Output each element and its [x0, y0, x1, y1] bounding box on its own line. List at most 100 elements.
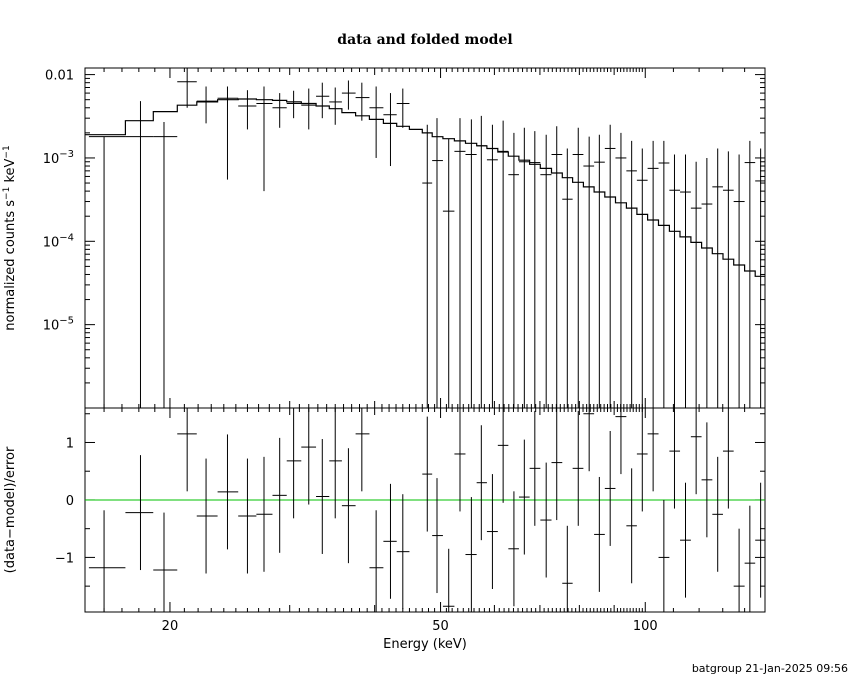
residual-point	[465, 497, 477, 612]
data-points	[88, 68, 765, 408]
data-point	[712, 148, 723, 408]
residual-point	[341, 448, 356, 564]
residual-point	[615, 408, 627, 475]
residual-point	[647, 408, 659, 492]
data-point	[329, 87, 342, 125]
residual-point	[383, 483, 397, 599]
residual-point	[669, 408, 681, 509]
residual-point	[540, 462, 552, 578]
residual-point	[476, 425, 487, 541]
residual-point	[217, 434, 239, 550]
data-point	[722, 151, 734, 408]
residual-point	[301, 408, 317, 505]
data-point	[316, 82, 330, 119]
y-tick-label: 1	[66, 436, 74, 451]
residual-point	[432, 478, 443, 594]
data-point	[256, 86, 273, 192]
data-point	[432, 118, 443, 408]
data-point	[551, 126, 563, 408]
residual-point	[583, 408, 595, 472]
data-point	[422, 124, 433, 408]
model-curve	[85, 98, 765, 277]
residual-point	[701, 422, 713, 538]
residual-point	[369, 510, 384, 612]
data-point	[301, 88, 317, 130]
data-point	[153, 121, 178, 408]
top-y-axis-label: normalized counts s−1 keV−1	[2, 145, 18, 330]
data-point	[442, 138, 455, 408]
data-point	[369, 86, 384, 158]
data-point	[755, 148, 765, 408]
y-tick-label: 0	[66, 494, 74, 509]
residual-point	[486, 474, 498, 590]
y-tick-label: −1	[55, 551, 74, 566]
chart-title: data and folded model	[337, 32, 512, 48]
residual-point	[562, 525, 573, 612]
residual-point	[604, 430, 616, 546]
residual-point	[712, 456, 723, 572]
data-point	[196, 86, 218, 124]
axis-ticks	[84, 68, 766, 612]
residual-point	[196, 458, 218, 574]
residual-point	[551, 408, 563, 521]
x-axis-label: Energy (keV)	[383, 637, 467, 652]
data-point	[658, 140, 670, 408]
data-point	[615, 132, 627, 408]
residual-point	[396, 494, 410, 610]
data-point	[562, 148, 573, 408]
data-point	[604, 124, 616, 408]
residual-point	[572, 410, 584, 526]
residual-point	[690, 408, 702, 495]
data-point	[454, 118, 466, 408]
x-tick-label: 100	[633, 619, 658, 634]
residual-point	[744, 505, 756, 612]
residual-point	[238, 458, 257, 574]
data-point	[341, 80, 356, 110]
data-point	[701, 157, 713, 408]
data-point	[272, 93, 287, 128]
x-tick-label: 20	[162, 619, 179, 634]
data-point	[572, 127, 584, 408]
data-point	[125, 101, 154, 408]
residual-point	[153, 512, 178, 612]
top-panel-frame	[84, 67, 766, 409]
data-point	[286, 90, 302, 119]
residual-point	[177, 408, 197, 492]
residual-point	[508, 491, 519, 607]
residual-point	[626, 468, 637, 584]
residual-point	[755, 482, 765, 598]
data-point	[540, 134, 552, 408]
data-point	[626, 140, 637, 408]
y-tick-label: 10−3	[43, 149, 74, 167]
residual-point	[722, 408, 734, 509]
data-point	[88, 136, 126, 408]
tick-labels: 0.01 10−3 10−4 10−5 1 0 −1 20 50 100	[43, 69, 658, 634]
residual-point	[355, 408, 370, 492]
residual-point	[594, 476, 605, 592]
residual-point	[316, 439, 330, 554]
data-point	[518, 127, 530, 408]
residual-point	[422, 416, 433, 532]
y-tick-label: 0.01	[45, 69, 74, 84]
residual-point	[680, 482, 691, 598]
data-point	[669, 154, 681, 408]
data-point	[486, 124, 498, 408]
data-point	[383, 93, 397, 167]
data-point	[636, 148, 648, 408]
data-point	[744, 140, 756, 408]
residual-point	[658, 499, 670, 612]
data-point	[508, 132, 519, 408]
y-tick-label: 10−4	[43, 232, 74, 250]
data-point	[733, 154, 745, 408]
footer-stamp: batgroup 21-Jan-2025 09:56	[692, 662, 848, 675]
residual-point	[286, 408, 302, 519]
data-point	[680, 154, 691, 408]
data-point	[594, 134, 605, 408]
data-point	[529, 131, 541, 408]
x-tick-label: 50	[432, 619, 449, 634]
data-point	[396, 88, 410, 128]
residual-point	[454, 408, 466, 512]
residual-points	[88, 408, 765, 612]
bottom-y-axis-label: (data−model)/error	[3, 446, 18, 573]
bottom-panel-frame	[84, 407, 766, 613]
